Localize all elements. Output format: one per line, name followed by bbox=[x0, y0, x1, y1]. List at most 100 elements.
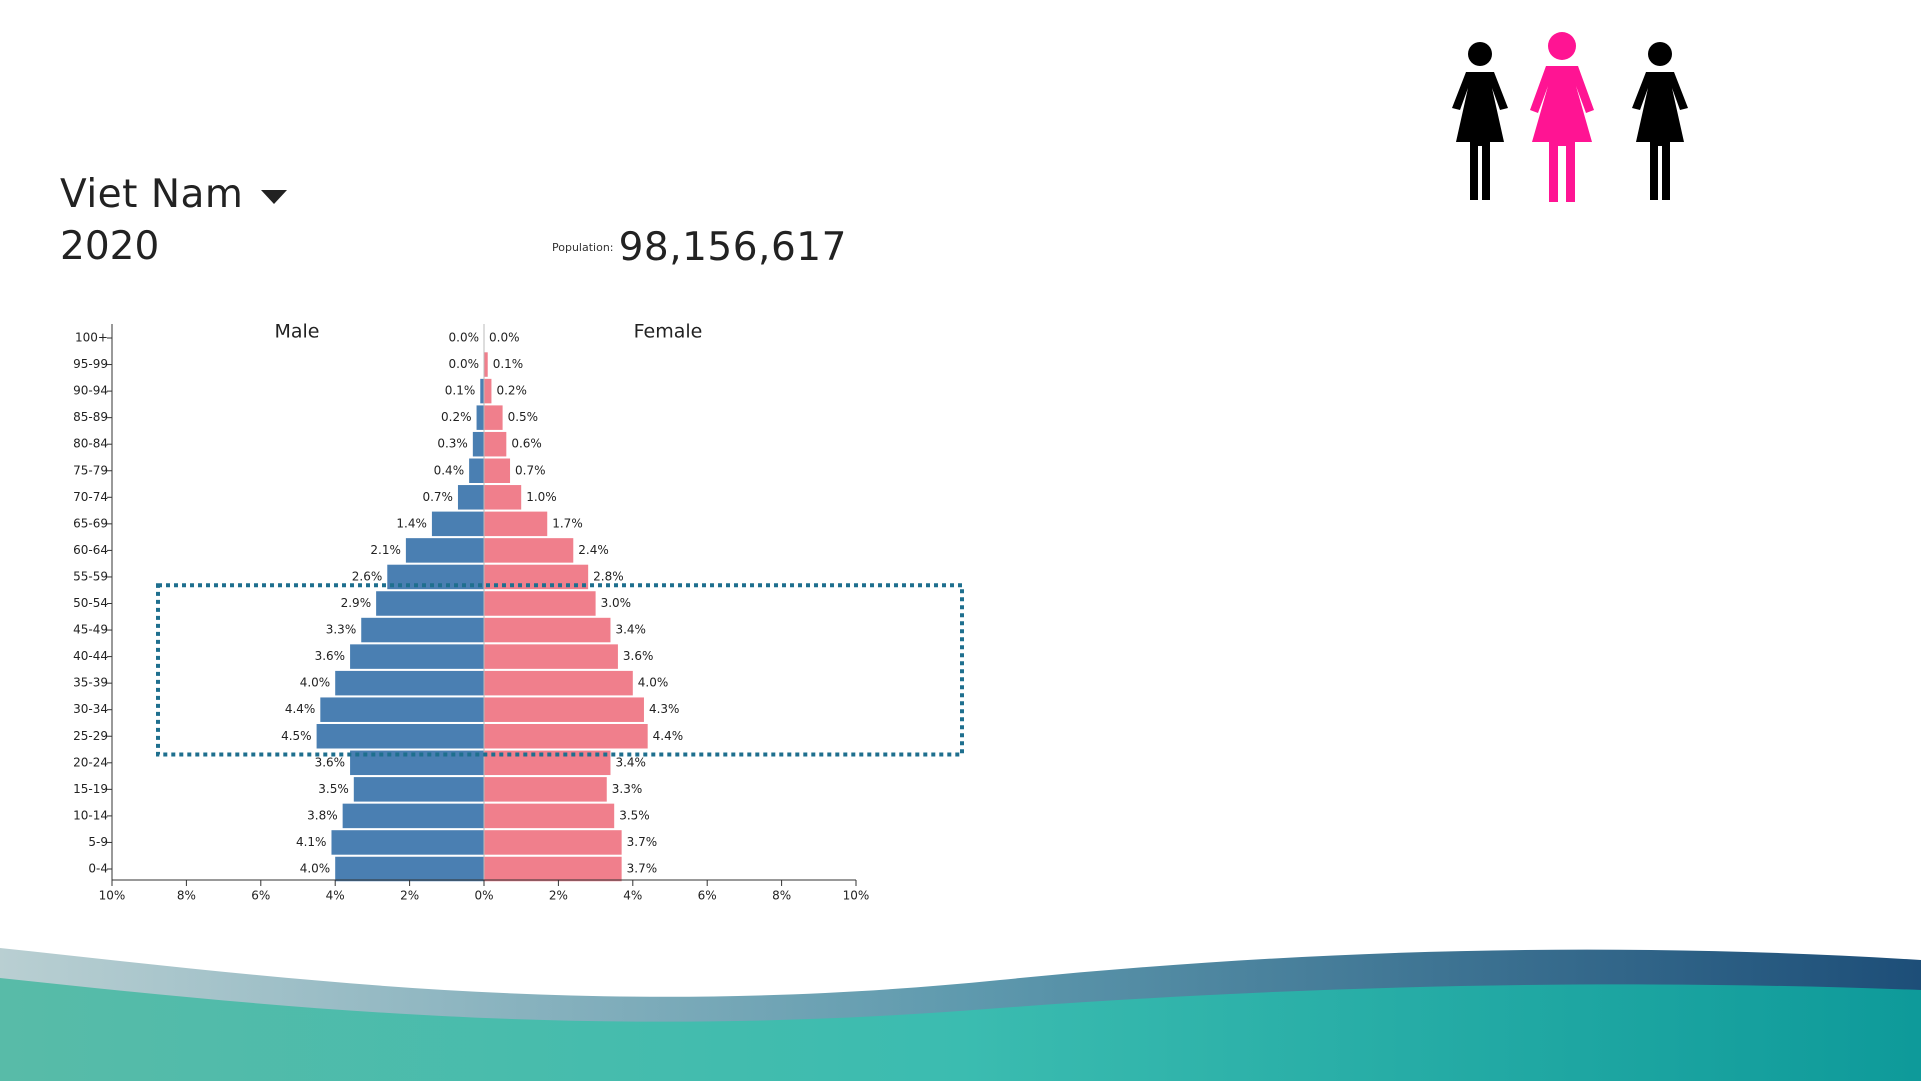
data-label-male: 2.1% bbox=[370, 543, 401, 557]
bar-female bbox=[484, 803, 615, 829]
bar-female bbox=[484, 697, 644, 722]
data-label-male: 4.0% bbox=[300, 862, 331, 876]
data-label-female: 2.8% bbox=[593, 569, 624, 583]
bar-female bbox=[484, 538, 574, 563]
data-label-male: 0.0% bbox=[449, 357, 480, 371]
data-label-female: 0.1% bbox=[493, 357, 523, 371]
y-tick-label: 95-99 bbox=[73, 357, 108, 371]
data-label-female: 0.7% bbox=[515, 463, 546, 477]
data-label-female: 4.0% bbox=[638, 676, 669, 690]
y-tick-label: 45-49 bbox=[73, 623, 108, 637]
y-tick-label: 15-19 bbox=[73, 782, 108, 796]
y-tick-label: 0-4 bbox=[88, 862, 108, 876]
bar-male bbox=[405, 538, 484, 563]
x-tick-label: 4% bbox=[623, 889, 642, 903]
data-label-male: 3.8% bbox=[307, 808, 338, 822]
country-selector[interactable]: Viet Nam bbox=[60, 172, 288, 217]
bar-male bbox=[469, 458, 484, 483]
dropdown-caret-icon[interactable] bbox=[261, 189, 288, 204]
bar-male bbox=[353, 777, 484, 802]
data-label-male: 4.0% bbox=[300, 676, 331, 690]
population-label: Population: bbox=[552, 241, 614, 254]
data-label-male: 3.6% bbox=[315, 649, 346, 663]
bar-male bbox=[457, 485, 484, 510]
data-label-female: 0.2% bbox=[496, 384, 527, 398]
data-label-female: 0.5% bbox=[508, 410, 538, 424]
data-label-female: 0.0% bbox=[489, 331, 520, 345]
bar-male bbox=[361, 617, 484, 643]
data-label-male: 0.3% bbox=[437, 437, 468, 451]
data-label-male: 3.5% bbox=[318, 782, 349, 796]
bar-male bbox=[472, 431, 484, 457]
y-tick-label: 70-74 bbox=[73, 490, 108, 504]
y-tick-label: 40-44 bbox=[73, 649, 108, 663]
x-tick-label: 10% bbox=[99, 889, 126, 903]
data-label-male: 0.1% bbox=[445, 384, 476, 398]
bar-female bbox=[484, 458, 511, 483]
bar-female bbox=[484, 856, 622, 882]
data-label-female: 3.6% bbox=[623, 649, 654, 663]
x-tick-label: 8% bbox=[772, 889, 791, 903]
population-display: Population: 98,156,617 bbox=[552, 225, 847, 270]
series-label-female: Female bbox=[634, 321, 703, 343]
bar-male bbox=[431, 511, 484, 537]
y-tick-label: 25-29 bbox=[73, 729, 108, 743]
y-tick-label: 100+ bbox=[75, 331, 108, 345]
bar-female bbox=[484, 670, 633, 696]
bar-female bbox=[484, 405, 503, 430]
data-label-female: 1.7% bbox=[552, 516, 583, 530]
bar-male bbox=[331, 830, 484, 855]
data-label-male: 2.6% bbox=[352, 569, 383, 583]
bar-female bbox=[484, 431, 507, 457]
y-tick-label: 20-24 bbox=[73, 755, 108, 769]
bar-female bbox=[484, 352, 488, 377]
bar-female bbox=[484, 378, 492, 404]
data-label-female: 2.4% bbox=[578, 543, 609, 557]
data-label-male: 4.1% bbox=[296, 835, 327, 849]
bar-male bbox=[350, 644, 484, 669]
data-label-female: 3.0% bbox=[601, 596, 632, 610]
data-label-female: 3.7% bbox=[627, 835, 658, 849]
year-label: 2020 bbox=[60, 224, 160, 269]
bar-male bbox=[350, 750, 484, 776]
data-label-male: 3.6% bbox=[315, 755, 346, 769]
bar-male bbox=[335, 670, 484, 696]
decorative-wave bbox=[0, 948, 1921, 1081]
bar-female bbox=[484, 511, 548, 537]
data-label-male: 0.2% bbox=[441, 410, 472, 424]
data-label-female: 4.3% bbox=[649, 702, 680, 716]
country-name: Viet Nam bbox=[60, 172, 244, 217]
bar-female bbox=[484, 591, 596, 616]
y-tick-label: 75-79 bbox=[73, 463, 108, 477]
data-label-female: 4.4% bbox=[653, 729, 684, 743]
y-tick-label: 50-54 bbox=[73, 596, 108, 610]
bar-female bbox=[484, 777, 607, 802]
bar-female bbox=[484, 485, 522, 510]
data-label-male: 0.7% bbox=[422, 490, 453, 504]
data-label-male: 2.9% bbox=[341, 596, 372, 610]
data-label-male: 4.4% bbox=[285, 702, 316, 716]
y-tick-label: 65-69 bbox=[73, 516, 108, 530]
bar-male bbox=[320, 697, 484, 722]
bar-female bbox=[484, 830, 622, 855]
y-tick-label: 30-34 bbox=[73, 702, 108, 716]
data-label-female: 3.3% bbox=[612, 782, 643, 796]
x-tick-label: 6% bbox=[698, 889, 717, 903]
bar-female bbox=[484, 724, 648, 749]
data-label-male: 0.4% bbox=[434, 463, 465, 477]
x-tick-label: 0% bbox=[474, 889, 493, 903]
x-tick-label: 6% bbox=[251, 889, 270, 903]
x-tick-label: 4% bbox=[326, 889, 345, 903]
bar-male bbox=[342, 803, 484, 829]
data-label-female: 3.4% bbox=[615, 755, 646, 769]
y-tick-label: 80-84 bbox=[73, 437, 108, 451]
person-icon bbox=[1632, 42, 1688, 200]
data-label-male: 4.5% bbox=[281, 729, 312, 743]
person-icon bbox=[1452, 42, 1508, 200]
female-person-icon bbox=[1530, 32, 1594, 202]
x-tick-label: 2% bbox=[400, 889, 419, 903]
data-label-male: 0.0% bbox=[449, 331, 480, 345]
y-tick-label: 85-89 bbox=[73, 410, 108, 424]
data-label-female: 1.0% bbox=[526, 490, 557, 504]
data-label-male: 3.3% bbox=[326, 623, 357, 637]
